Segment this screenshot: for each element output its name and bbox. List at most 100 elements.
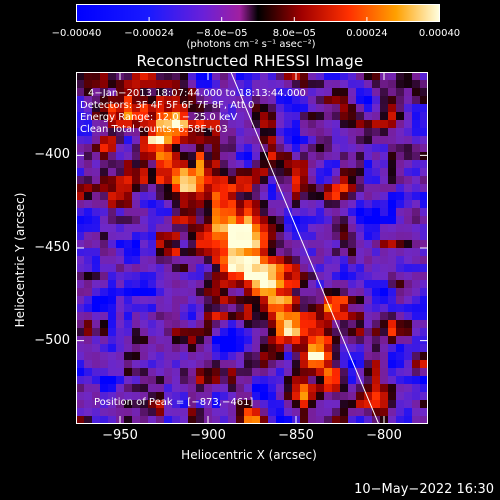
heatmap-cell [156,408,165,417]
heatmap-cell [164,344,173,353]
heatmap-cell [252,104,261,113]
heatmap-cell [172,280,181,289]
heatmap-cell [196,128,205,137]
heatmap-cell [196,328,205,337]
heatmap-cell [252,352,261,361]
heatmap-cell [108,400,117,409]
heatmap-cell [148,264,157,273]
heatmap-cell [420,360,428,369]
heatmap-cell [276,136,285,145]
heatmap-cell [308,400,317,409]
heatmap-cell [172,96,181,105]
heatmap-cell [116,312,125,321]
heatmap-cell [268,96,277,105]
heatmap-cell [148,328,157,337]
heatmap-cell [84,136,93,145]
heatmap-cell [300,264,309,273]
heatmap-cell [316,368,325,377]
heatmap-cell [260,208,269,217]
heatmap-cell [140,416,149,424]
heatmap-cell [76,232,85,241]
heatmap-cell [212,408,221,417]
heatmap-cell [292,360,301,369]
heatmap-cell [140,296,149,305]
heatmap-cell [284,80,293,89]
heatmap-cell [124,296,133,305]
heatmap-cell [420,120,428,129]
heatmap-cell [380,184,389,193]
heatmap-cell [300,128,309,137]
heatmap-cell [188,240,197,249]
heatmap-cell [180,272,189,281]
heatmap-cell [284,224,293,233]
heatmap-cell [156,208,165,217]
heatmap-cell [228,272,237,281]
heatmap-cell [372,88,381,97]
heatmap-cell [380,336,389,345]
heatmap-cell [92,408,101,417]
heatmap-cell [420,96,428,105]
heatmap-cell [316,248,325,257]
heatmap-cell [84,288,93,297]
heatmap-cell [396,216,405,225]
heatmap-cell [188,72,197,81]
heatmap-cell [212,256,221,265]
heatmap-cell [252,400,261,409]
heatmap-cell [396,192,405,201]
heatmap-cell [284,88,293,97]
heatmap-cell [180,336,189,345]
heatmap-cell [172,248,181,257]
heatmap-cell [108,288,117,297]
heatmap-cell [420,184,428,193]
heatmap-cell [140,160,149,169]
heatmap-cell [380,272,389,281]
heatmap-cell [188,256,197,265]
heatmap-cell [204,104,213,113]
heatmap-cell [348,328,357,337]
heatmap-cell [84,368,93,377]
heatmap-cell [172,376,181,385]
heatmap-cell [212,368,221,377]
heatmap-cell [172,160,181,169]
heatmap-cell [316,304,325,313]
heatmap-cell [300,384,309,393]
heatmap-cell [260,320,269,329]
heatmap-cell [132,328,141,337]
heatmap-cell [252,72,261,81]
heatmap-cell [196,80,205,89]
heatmap-cell [300,216,309,225]
heatmap-cell [324,304,333,313]
heatmap-cell [172,88,181,97]
heatmap-cell [260,136,269,145]
heatmap-cell [92,264,101,273]
heatmap-cell [76,320,85,329]
heatmap-cell [164,272,173,281]
heatmap-cell [196,384,205,393]
heatmap-cell [84,232,93,241]
heatmap-cell [220,136,229,145]
heatmap-cell [348,344,357,353]
heatmap-cell [148,128,157,137]
heatmap-cell [172,184,181,193]
heatmap-cell [196,96,205,105]
heatmap-cell [124,248,133,257]
heatmap-cell [420,320,428,329]
heatmap-cell [156,336,165,345]
heatmap-cell [404,296,413,305]
heatmap-cell [300,312,309,321]
heatmap-cell [108,376,117,385]
heatmap-cell [316,208,325,217]
heatmap-cell [276,72,285,81]
heatmap-cell [316,216,325,225]
heatmap-cell [420,312,428,321]
heatmap-cell [332,232,341,241]
heatmap-cell [84,352,93,361]
heatmap-cell [228,160,237,169]
heatmap-cell [372,256,381,265]
heatmap-cell [356,384,365,393]
heatmap-cell [156,264,165,273]
heatmap-cell [140,352,149,361]
heatmap-cell [348,72,357,81]
heatmap-cell [116,88,125,97]
heatmap-cell [244,184,253,193]
